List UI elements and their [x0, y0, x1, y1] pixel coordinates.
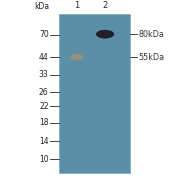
Text: 33: 33 — [39, 70, 49, 79]
Text: 1: 1 — [74, 1, 80, 10]
Text: 14: 14 — [39, 137, 49, 146]
Ellipse shape — [96, 30, 114, 39]
Text: 26: 26 — [39, 87, 49, 96]
Text: 22: 22 — [39, 102, 49, 111]
Text: 55kDa: 55kDa — [139, 53, 165, 62]
Text: 44: 44 — [39, 53, 49, 62]
Text: 10: 10 — [39, 155, 49, 164]
Bar — [59, 14, 130, 173]
Text: 80kDa: 80kDa — [139, 30, 165, 39]
Ellipse shape — [71, 54, 83, 60]
Text: 2: 2 — [102, 1, 108, 10]
Text: 70: 70 — [39, 30, 49, 39]
Text: 18: 18 — [39, 118, 49, 127]
Text: kDa: kDa — [34, 2, 49, 11]
